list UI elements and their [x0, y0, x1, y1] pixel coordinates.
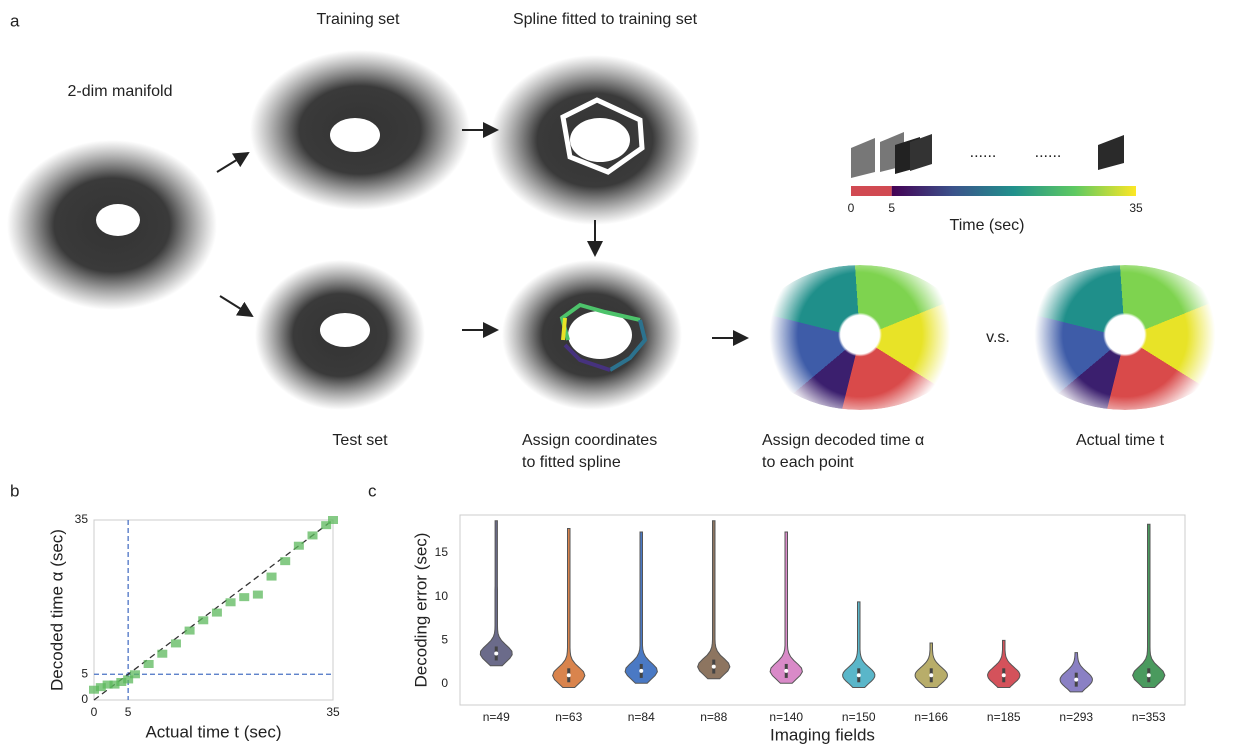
- y-axis-label: Decoded time α (sec): [47, 529, 66, 691]
- median: [929, 673, 934, 678]
- point: [307, 531, 318, 540]
- x-tick-label: n=63: [555, 710, 582, 724]
- point: [266, 572, 277, 581]
- colorbar-label: Time (sec): [950, 217, 1025, 234]
- point: [157, 649, 168, 658]
- point: [123, 675, 134, 684]
- point: [109, 680, 120, 689]
- median: [639, 668, 644, 673]
- violin: [1132, 523, 1166, 688]
- median: [1074, 677, 1079, 682]
- panel-label: a: [10, 11, 20, 30]
- caption: v.s.: [986, 329, 1010, 346]
- ellipsis: ......: [970, 144, 997, 161]
- violin: [842, 601, 876, 688]
- arrows: [216, 122, 749, 346]
- point: [225, 598, 236, 607]
- point: [116, 678, 127, 686]
- x-tick-label: n=88: [700, 710, 727, 724]
- median: [1001, 673, 1006, 678]
- y-axis-label: Decoding error (sec): [411, 533, 430, 688]
- y-tick-label: 35: [75, 512, 89, 526]
- x-tick-label: n=166: [914, 710, 948, 724]
- violin: [552, 528, 586, 688]
- colorbar-tick-label: 35: [1129, 201, 1143, 215]
- y-tick-label: 5: [81, 666, 88, 680]
- violin: [624, 531, 658, 684]
- x-tick-label: n=185: [987, 710, 1021, 724]
- violin: [697, 520, 731, 680]
- caption: to each point: [762, 454, 854, 471]
- point: [89, 685, 99, 694]
- plot-frame: [459, 514, 1186, 706]
- violin: [987, 639, 1021, 688]
- point: [95, 683, 106, 692]
- point: [328, 516, 338, 524]
- median: [784, 668, 789, 673]
- caption: 2-dim manifold: [68, 83, 173, 100]
- point: [143, 660, 154, 668]
- caption: Training set: [317, 11, 401, 28]
- caption: Actual time t: [1076, 432, 1165, 449]
- median: [1146, 673, 1151, 678]
- colorbar-segment: [851, 186, 892, 196]
- x-tick-label: 0: [91, 705, 98, 719]
- caption: to fitted spline: [522, 454, 621, 471]
- decoded-cloud: [755, 265, 965, 410]
- colorbar-segment: [891, 186, 1136, 196]
- caption: Test set: [332, 432, 388, 449]
- point: [102, 680, 113, 689]
- clouds: [7, 50, 700, 410]
- point: [184, 626, 195, 635]
- caption: Assign decoded time α: [762, 432, 924, 449]
- point: [293, 541, 304, 550]
- plot-frame: [93, 519, 334, 701]
- point: [198, 616, 209, 625]
- actual-cloud: [1020, 265, 1230, 410]
- violin: [479, 520, 513, 667]
- y-tick-label: 15: [435, 545, 449, 559]
- ellipsis: ......: [1035, 144, 1062, 161]
- median: [856, 673, 861, 678]
- x-axis-label: Imaging fields: [770, 725, 875, 744]
- x-tick-label: n=49: [483, 710, 510, 724]
- x-tick-label: 35: [326, 705, 340, 719]
- violin: [769, 531, 803, 684]
- caption: Assign coordinates: [522, 432, 657, 449]
- y-tick-label: 0: [441, 676, 448, 690]
- median: [711, 664, 716, 669]
- x-tick-label: n=140: [769, 710, 803, 724]
- point: [211, 608, 222, 617]
- median: [494, 651, 499, 656]
- colorbar-tick-label: 0: [848, 201, 855, 215]
- x-tick-label: n=353: [1132, 710, 1166, 724]
- y-tick-label: 0: [81, 692, 88, 706]
- point: [170, 639, 181, 648]
- colorbar-tick-label: 5: [888, 201, 895, 215]
- x-tick-label: 5: [125, 705, 132, 719]
- panel-label: c: [368, 481, 377, 500]
- panel-label: b: [10, 481, 19, 500]
- x-axis-label: Actual time t (sec): [145, 722, 281, 741]
- point: [321, 521, 332, 530]
- x-tick-label: n=293: [1059, 710, 1093, 724]
- x-tick-label: n=84: [628, 710, 655, 724]
- median: [566, 673, 571, 678]
- point: [239, 593, 250, 602]
- caption: Spline fitted to training set: [513, 11, 698, 28]
- frames: [851, 132, 1124, 178]
- violin: [1059, 652, 1093, 693]
- point: [280, 557, 291, 566]
- violin: [914, 642, 948, 688]
- y-tick-label: 10: [435, 589, 449, 603]
- point: [252, 590, 263, 599]
- x-tick-label: n=150: [842, 710, 876, 724]
- y-tick-label: 5: [441, 633, 448, 647]
- point: [129, 670, 140, 679]
